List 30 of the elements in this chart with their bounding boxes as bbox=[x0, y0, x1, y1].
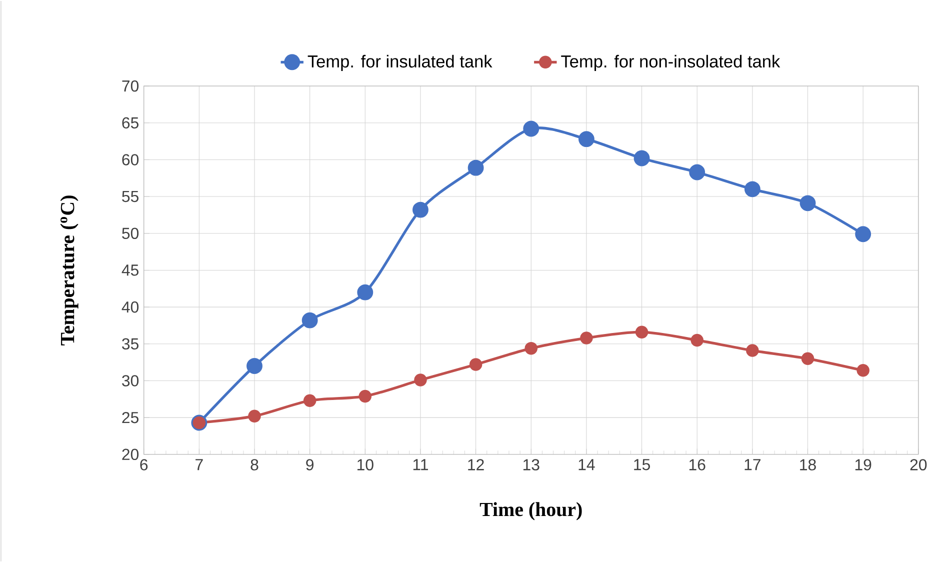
x-tick-label: 13 bbox=[523, 458, 540, 470]
x-tick-label: 7 bbox=[196, 458, 203, 470]
x-tick-label: 20 bbox=[910, 458, 927, 470]
y-tick-label: 30 bbox=[122, 374, 139, 386]
y-tick-label: 55 bbox=[122, 190, 138, 202]
y-tick-label: 50 bbox=[122, 228, 139, 239]
y-tick-label: 70 bbox=[122, 80, 139, 92]
x-tick-label: 16 bbox=[689, 458, 706, 470]
y-tick-label: 45 bbox=[122, 264, 138, 276]
x-tick-label: 15 bbox=[634, 458, 650, 470]
legend-label: Temp. for insulated tank bbox=[308, 54, 492, 71]
legend-label: Temp. for non-insolated tank bbox=[561, 54, 780, 71]
y-axis-title: Temperature ($^{o}$C) bbox=[60, 195, 78, 346]
x-tick-label: 8 bbox=[250, 458, 258, 470]
x-tick-label: 12 bbox=[468, 458, 484, 470]
y-tick-label: 65 bbox=[122, 117, 138, 128]
x-tick-label: 9 bbox=[306, 458, 314, 470]
x-tick-label: 11 bbox=[413, 458, 428, 470]
y-tick-label: 25 bbox=[122, 412, 138, 424]
y-tick-label: 60 bbox=[122, 154, 139, 166]
x-tick-label: 18 bbox=[800, 458, 816, 470]
x-axis-title: Time (hour) bbox=[480, 502, 582, 520]
x-tick-label: 17 bbox=[744, 458, 760, 470]
x-tick-label: 10 bbox=[357, 458, 374, 470]
y-tick-label: 35 bbox=[122, 338, 138, 350]
y-tick-label: 20 bbox=[122, 448, 139, 460]
x-tick-label: 6 bbox=[140, 458, 148, 470]
x-tick-label: 14 bbox=[578, 458, 595, 470]
x-tick-label: 19 bbox=[855, 458, 872, 470]
y-tick-label: 40 bbox=[122, 301, 139, 313]
